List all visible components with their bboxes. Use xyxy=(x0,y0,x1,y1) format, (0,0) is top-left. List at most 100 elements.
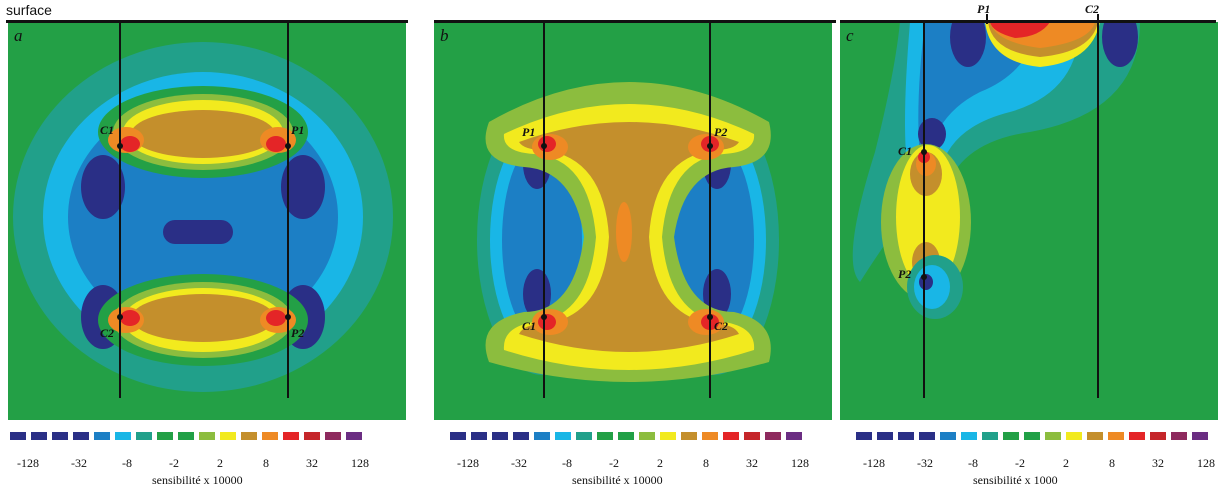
color-swatch xyxy=(31,432,47,440)
legend-tick: -8 xyxy=(122,456,132,470)
color-scale xyxy=(856,432,1208,440)
electrode-label: C1 xyxy=(898,144,913,158)
legend-ticks: -128 -32 -8 -2 2 8 32 128 xyxy=(442,456,842,470)
electrode-label: P1 xyxy=(522,125,536,139)
sensitivity-map-b xyxy=(477,22,779,398)
color-swatch xyxy=(220,432,236,440)
legend-a: -128 -32 -8 -2 2 8 32 128 sensibilité x … xyxy=(2,432,402,492)
color-swatch xyxy=(262,432,278,440)
color-swatch xyxy=(1171,432,1187,440)
legend-tick: -8 xyxy=(968,456,978,470)
color-swatch xyxy=(856,432,872,440)
legend-c: -128 -32 -8 -2 2 8 32 128 sensibilité x … xyxy=(848,432,1216,492)
legend-title: sensibilité x 10000 xyxy=(572,473,663,487)
color-swatch xyxy=(471,432,487,440)
color-swatch xyxy=(1003,432,1019,440)
panel-letter-b: b xyxy=(440,26,449,45)
legend-tick: -32 xyxy=(917,456,933,470)
color-swatch xyxy=(73,432,89,440)
color-swatch xyxy=(94,432,110,440)
electrode-label: P2 xyxy=(898,267,912,281)
legend-title: sensibilité x 1000 xyxy=(973,473,1058,487)
legend-tick: 8 xyxy=(703,456,709,470)
color-swatch xyxy=(115,432,131,440)
legend-tick: 2 xyxy=(1063,456,1069,470)
color-swatch xyxy=(744,432,760,440)
legend-title: sensibilité x 10000 xyxy=(152,473,243,487)
color-swatch xyxy=(961,432,977,440)
surface-line xyxy=(840,20,1216,23)
electrode-label: C1 xyxy=(100,123,115,137)
legend-tick: -32 xyxy=(71,456,87,470)
legend-tick: 32 xyxy=(1152,456,1164,470)
color-scale xyxy=(450,432,802,440)
color-swatch xyxy=(1024,432,1040,440)
legend-tick: 2 xyxy=(657,456,663,470)
color-swatch xyxy=(304,432,320,440)
color-swatch xyxy=(534,432,550,440)
color-swatch xyxy=(325,432,341,440)
legend-tick: -32 xyxy=(511,456,527,470)
color-swatch xyxy=(1087,432,1103,440)
legend-tick: 8 xyxy=(1109,456,1115,470)
electrode-label: C2 xyxy=(1085,2,1100,16)
surface-tick xyxy=(1097,14,1099,24)
color-scale xyxy=(10,432,362,440)
color-swatch xyxy=(178,432,194,440)
color-swatch xyxy=(639,432,655,440)
color-swatch xyxy=(1129,432,1145,440)
color-swatch xyxy=(576,432,592,440)
surface-tick xyxy=(986,14,988,24)
color-swatch xyxy=(660,432,676,440)
legend-ticks: -128 -32 -8 -2 2 8 32 128 xyxy=(2,456,402,470)
surface-line xyxy=(6,20,408,23)
color-swatch xyxy=(1045,432,1061,440)
color-swatch xyxy=(513,432,529,440)
color-swatch xyxy=(597,432,613,440)
electrode-label: C2 xyxy=(100,326,115,340)
color-swatch xyxy=(1066,432,1082,440)
color-swatch xyxy=(898,432,914,440)
legend-b: -128 -32 -8 -2 2 8 32 128 sensibilité x … xyxy=(442,432,842,492)
color-swatch xyxy=(1192,432,1208,440)
panel-b: b P1 P2 C1 C2 xyxy=(434,22,832,420)
color-swatch xyxy=(982,432,998,440)
color-swatch xyxy=(702,432,718,440)
color-swatch xyxy=(618,432,634,440)
legend-ticks: -128 -32 -8 -2 2 8 32 128 xyxy=(848,456,1218,470)
panel-c: c C1 P2 xyxy=(840,22,1218,420)
sensitivity-map-a xyxy=(13,22,393,398)
legend-tick: 128 xyxy=(1197,456,1215,470)
legend-tick: -2 xyxy=(169,456,179,470)
color-swatch xyxy=(283,432,299,440)
electrode-label: C2 xyxy=(714,319,729,333)
electrode-label: P2 xyxy=(291,326,305,340)
color-swatch xyxy=(1108,432,1124,440)
legend-tick: -128 xyxy=(457,456,479,470)
legend-tick: -2 xyxy=(609,456,619,470)
color-swatch xyxy=(346,432,362,440)
electrode-label: P1 xyxy=(291,123,305,137)
legend-tick: 32 xyxy=(746,456,758,470)
color-swatch xyxy=(136,432,152,440)
legend-tick: -128 xyxy=(17,456,39,470)
legend-tick: 2 xyxy=(217,456,223,470)
legend-tick: 8 xyxy=(263,456,269,470)
color-swatch xyxy=(450,432,466,440)
color-swatch xyxy=(877,432,893,440)
color-swatch xyxy=(555,432,571,440)
color-swatch xyxy=(199,432,215,440)
color-swatch xyxy=(723,432,739,440)
color-swatch xyxy=(765,432,781,440)
panel-letter-c: c xyxy=(846,26,854,45)
legend-tick: 128 xyxy=(791,456,809,470)
legend-tick: 32 xyxy=(306,456,318,470)
panel-letter-a: a xyxy=(14,26,23,45)
color-swatch xyxy=(10,432,26,440)
color-swatch xyxy=(786,432,802,440)
electrode-label: P1 xyxy=(977,2,991,16)
electrode-label: P2 xyxy=(714,125,728,139)
legend-tick: -2 xyxy=(1015,456,1025,470)
color-swatch xyxy=(241,432,257,440)
color-swatch xyxy=(157,432,173,440)
